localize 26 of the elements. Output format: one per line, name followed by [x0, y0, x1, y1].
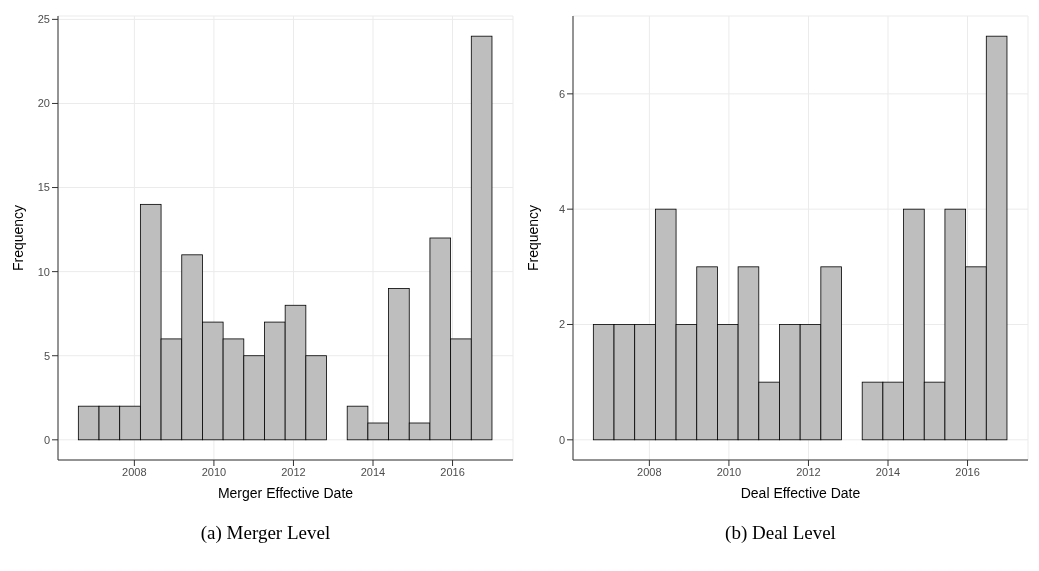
text: (a) Merger Level	[199, 522, 332, 544]
y-tick-label: 25	[37, 13, 50, 26]
y-tick-label: 6	[558, 87, 565, 100]
y-tick-label: 0	[558, 433, 565, 446]
x-tick-label: 2010	[201, 465, 227, 478]
y-axis-title: Frequency	[9, 204, 26, 272]
x-tick-label: 2010	[716, 465, 742, 478]
x-tick-label: 2014	[360, 465, 386, 478]
x-tick-label: 2008	[637, 465, 662, 478]
y-tick-label: 4	[558, 203, 565, 216]
y-tick-label: 0	[43, 433, 50, 446]
x-tick-label: 2008	[122, 465, 147, 478]
text: (b) Deal Level	[724, 522, 837, 544]
y-tick-label: 20	[37, 97, 50, 110]
x-axis-title: Deal Effective Date	[740, 485, 861, 501]
x-tick-label: 2016	[440, 465, 465, 478]
y-tick-label: 2	[558, 318, 565, 331]
y-tick-label: 10	[37, 265, 50, 278]
y-tick-label: 15	[37, 181, 50, 194]
x-axis-title: Merger Effective Date	[217, 485, 354, 501]
x-tick-label: 2016	[955, 465, 980, 478]
x-tick-label: 2012	[796, 465, 821, 478]
y-axis-title: Frequency	[524, 204, 541, 272]
x-tick-label: 2012	[281, 465, 306, 478]
x-tick-label: 2014	[875, 465, 901, 478]
y-tick-label: 5	[43, 349, 50, 362]
